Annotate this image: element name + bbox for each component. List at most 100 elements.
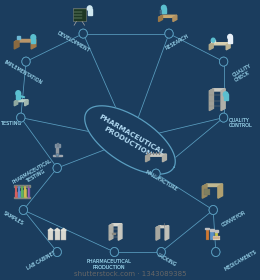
Circle shape [209, 206, 217, 214]
Polygon shape [14, 39, 36, 42]
Bar [53, 155, 62, 156]
Circle shape [56, 153, 59, 157]
Polygon shape [14, 39, 19, 49]
Bar [224, 94, 228, 100]
Bar [73, 8, 86, 21]
Polygon shape [173, 15, 177, 22]
Circle shape [152, 169, 160, 178]
Text: PHARMACEUTICAL
PRODUCTION: PHARMACEUTICAL PRODUCTION [94, 114, 166, 163]
Bar [160, 10, 165, 15]
Circle shape [157, 248, 165, 256]
Text: MEDICAMENTS: MEDICAMENTS [224, 249, 258, 272]
Text: MEDICAMENTS: MEDICAMENTS [224, 249, 258, 272]
Bar [21, 186, 23, 197]
Polygon shape [209, 43, 230, 45]
Text: PHARMACEUTICAL
PRODUCTION: PHARMACEUTICAL PRODUCTION [87, 259, 132, 270]
Circle shape [22, 57, 30, 66]
Text: MANUFACTURE: MANUFACTURE [144, 169, 178, 192]
Bar [18, 186, 20, 197]
Text: PACKING: PACKING [156, 253, 177, 268]
Polygon shape [159, 15, 162, 22]
Bar [88, 9, 92, 15]
Circle shape [165, 29, 173, 38]
Circle shape [157, 248, 165, 256]
Circle shape [223, 92, 228, 97]
Polygon shape [202, 184, 207, 198]
Bar [48, 230, 53, 240]
Circle shape [228, 34, 232, 39]
Polygon shape [25, 100, 28, 106]
Polygon shape [109, 224, 113, 240]
Text: LAB CABINET: LAB CABINET [26, 250, 57, 271]
Polygon shape [146, 154, 150, 162]
Bar [28, 186, 29, 197]
Polygon shape [61, 228, 66, 230]
Text: QUALITY
CHECK: QUALITY CHECK [231, 63, 255, 83]
Circle shape [219, 57, 228, 66]
Text: TESTING: TESTING [0, 121, 21, 126]
Text: IMPLEMENTATION: IMPLEMENTATION [3, 60, 43, 86]
Bar [57, 143, 58, 146]
Circle shape [17, 113, 25, 122]
Text: DEVELOPMENT: DEVELOPMENT [56, 31, 90, 53]
Circle shape [16, 91, 21, 96]
Bar [15, 186, 17, 197]
Text: PACKING: PACKING [156, 253, 177, 268]
Bar [15, 192, 17, 197]
Circle shape [212, 248, 220, 256]
Polygon shape [48, 228, 53, 230]
Bar [228, 37, 232, 43]
Circle shape [22, 57, 30, 66]
Bar [213, 236, 220, 240]
Polygon shape [218, 184, 223, 198]
Text: DEVELOPMENT: DEVELOPMENT [56, 31, 90, 53]
Text: IMPLEMENTATION: IMPLEMENTATION [3, 60, 43, 86]
Circle shape [110, 248, 119, 256]
Bar [162, 8, 166, 13]
Polygon shape [209, 89, 213, 111]
Bar [74, 10, 85, 20]
Polygon shape [156, 226, 160, 240]
Bar [21, 190, 23, 197]
Bar [55, 230, 60, 240]
Bar [55, 144, 60, 147]
Bar [210, 229, 214, 231]
Polygon shape [109, 224, 122, 226]
Bar [205, 228, 209, 229]
Polygon shape [156, 226, 169, 228]
Polygon shape [31, 39, 36, 49]
Polygon shape [85, 106, 175, 174]
Bar [24, 186, 26, 197]
Circle shape [218, 237, 219, 239]
Text: RESEARCH: RESEARCH [164, 33, 190, 51]
Circle shape [53, 164, 61, 172]
Polygon shape [55, 228, 60, 230]
Polygon shape [159, 15, 177, 17]
Circle shape [213, 237, 215, 239]
Circle shape [53, 248, 61, 256]
Circle shape [17, 113, 25, 122]
Circle shape [219, 113, 228, 122]
Bar [112, 233, 115, 234]
Circle shape [31, 35, 36, 40]
Text: QUALITY
CONTROL: QUALITY CONTROL [229, 118, 252, 129]
Circle shape [87, 6, 92, 11]
Polygon shape [226, 43, 230, 50]
Circle shape [216, 237, 217, 239]
Bar [61, 230, 66, 240]
Bar [14, 197, 30, 198]
Circle shape [219, 113, 228, 122]
Bar [215, 232, 218, 240]
Text: QUALITY
CHECK: QUALITY CHECK [231, 63, 255, 83]
Circle shape [209, 206, 217, 214]
Bar [31, 37, 35, 43]
Text: MANUFACTURE: MANUFACTURE [144, 169, 178, 192]
Polygon shape [162, 154, 166, 162]
Polygon shape [146, 154, 166, 156]
Polygon shape [14, 100, 18, 106]
Bar [214, 230, 218, 232]
Circle shape [110, 248, 119, 256]
Circle shape [212, 248, 220, 256]
Text: SAMPLES: SAMPLES [3, 211, 25, 226]
Circle shape [165, 29, 173, 38]
